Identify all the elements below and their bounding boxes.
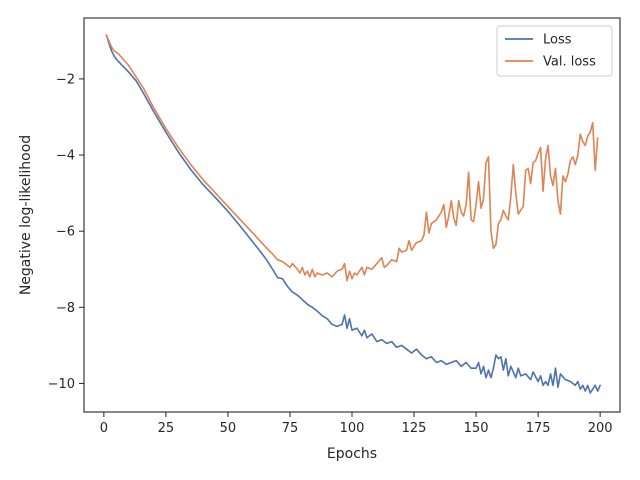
legend-label-0: Loss xyxy=(543,33,572,48)
y-tick-label: −6 xyxy=(56,225,75,240)
x-tick-label: 125 xyxy=(402,421,427,436)
plot-lines xyxy=(105,34,601,394)
legend: Loss Val. loss xyxy=(496,25,613,77)
x-tick-label: 75 xyxy=(282,421,299,436)
y-tick-label: −8 xyxy=(56,301,75,316)
x-tick-label: 150 xyxy=(464,421,489,436)
x-axis: 0 25 50 75 100 125 150 175 200 xyxy=(100,412,613,436)
x-tick-label: 50 xyxy=(220,421,237,436)
x-axis-label: Epochs xyxy=(327,446,377,462)
x-tick-label: 175 xyxy=(526,421,551,436)
series-line-0 xyxy=(105,34,601,394)
y-tick-label: −4 xyxy=(56,149,75,164)
y-axis: −2 −4 −6 −8 −10 xyxy=(48,72,84,392)
x-tick-label: 25 xyxy=(158,421,175,436)
series-line-1 xyxy=(105,34,599,282)
legend-label-1: Val. loss xyxy=(543,55,596,70)
y-tick-label: −10 xyxy=(48,377,75,392)
y-tick-label: −2 xyxy=(56,72,75,87)
x-tick-label: 100 xyxy=(340,421,365,436)
x-tick-label: 0 xyxy=(100,421,108,436)
x-tick-label: 200 xyxy=(588,421,613,436)
y-axis-label: Negative log-likelihood xyxy=(18,135,34,295)
